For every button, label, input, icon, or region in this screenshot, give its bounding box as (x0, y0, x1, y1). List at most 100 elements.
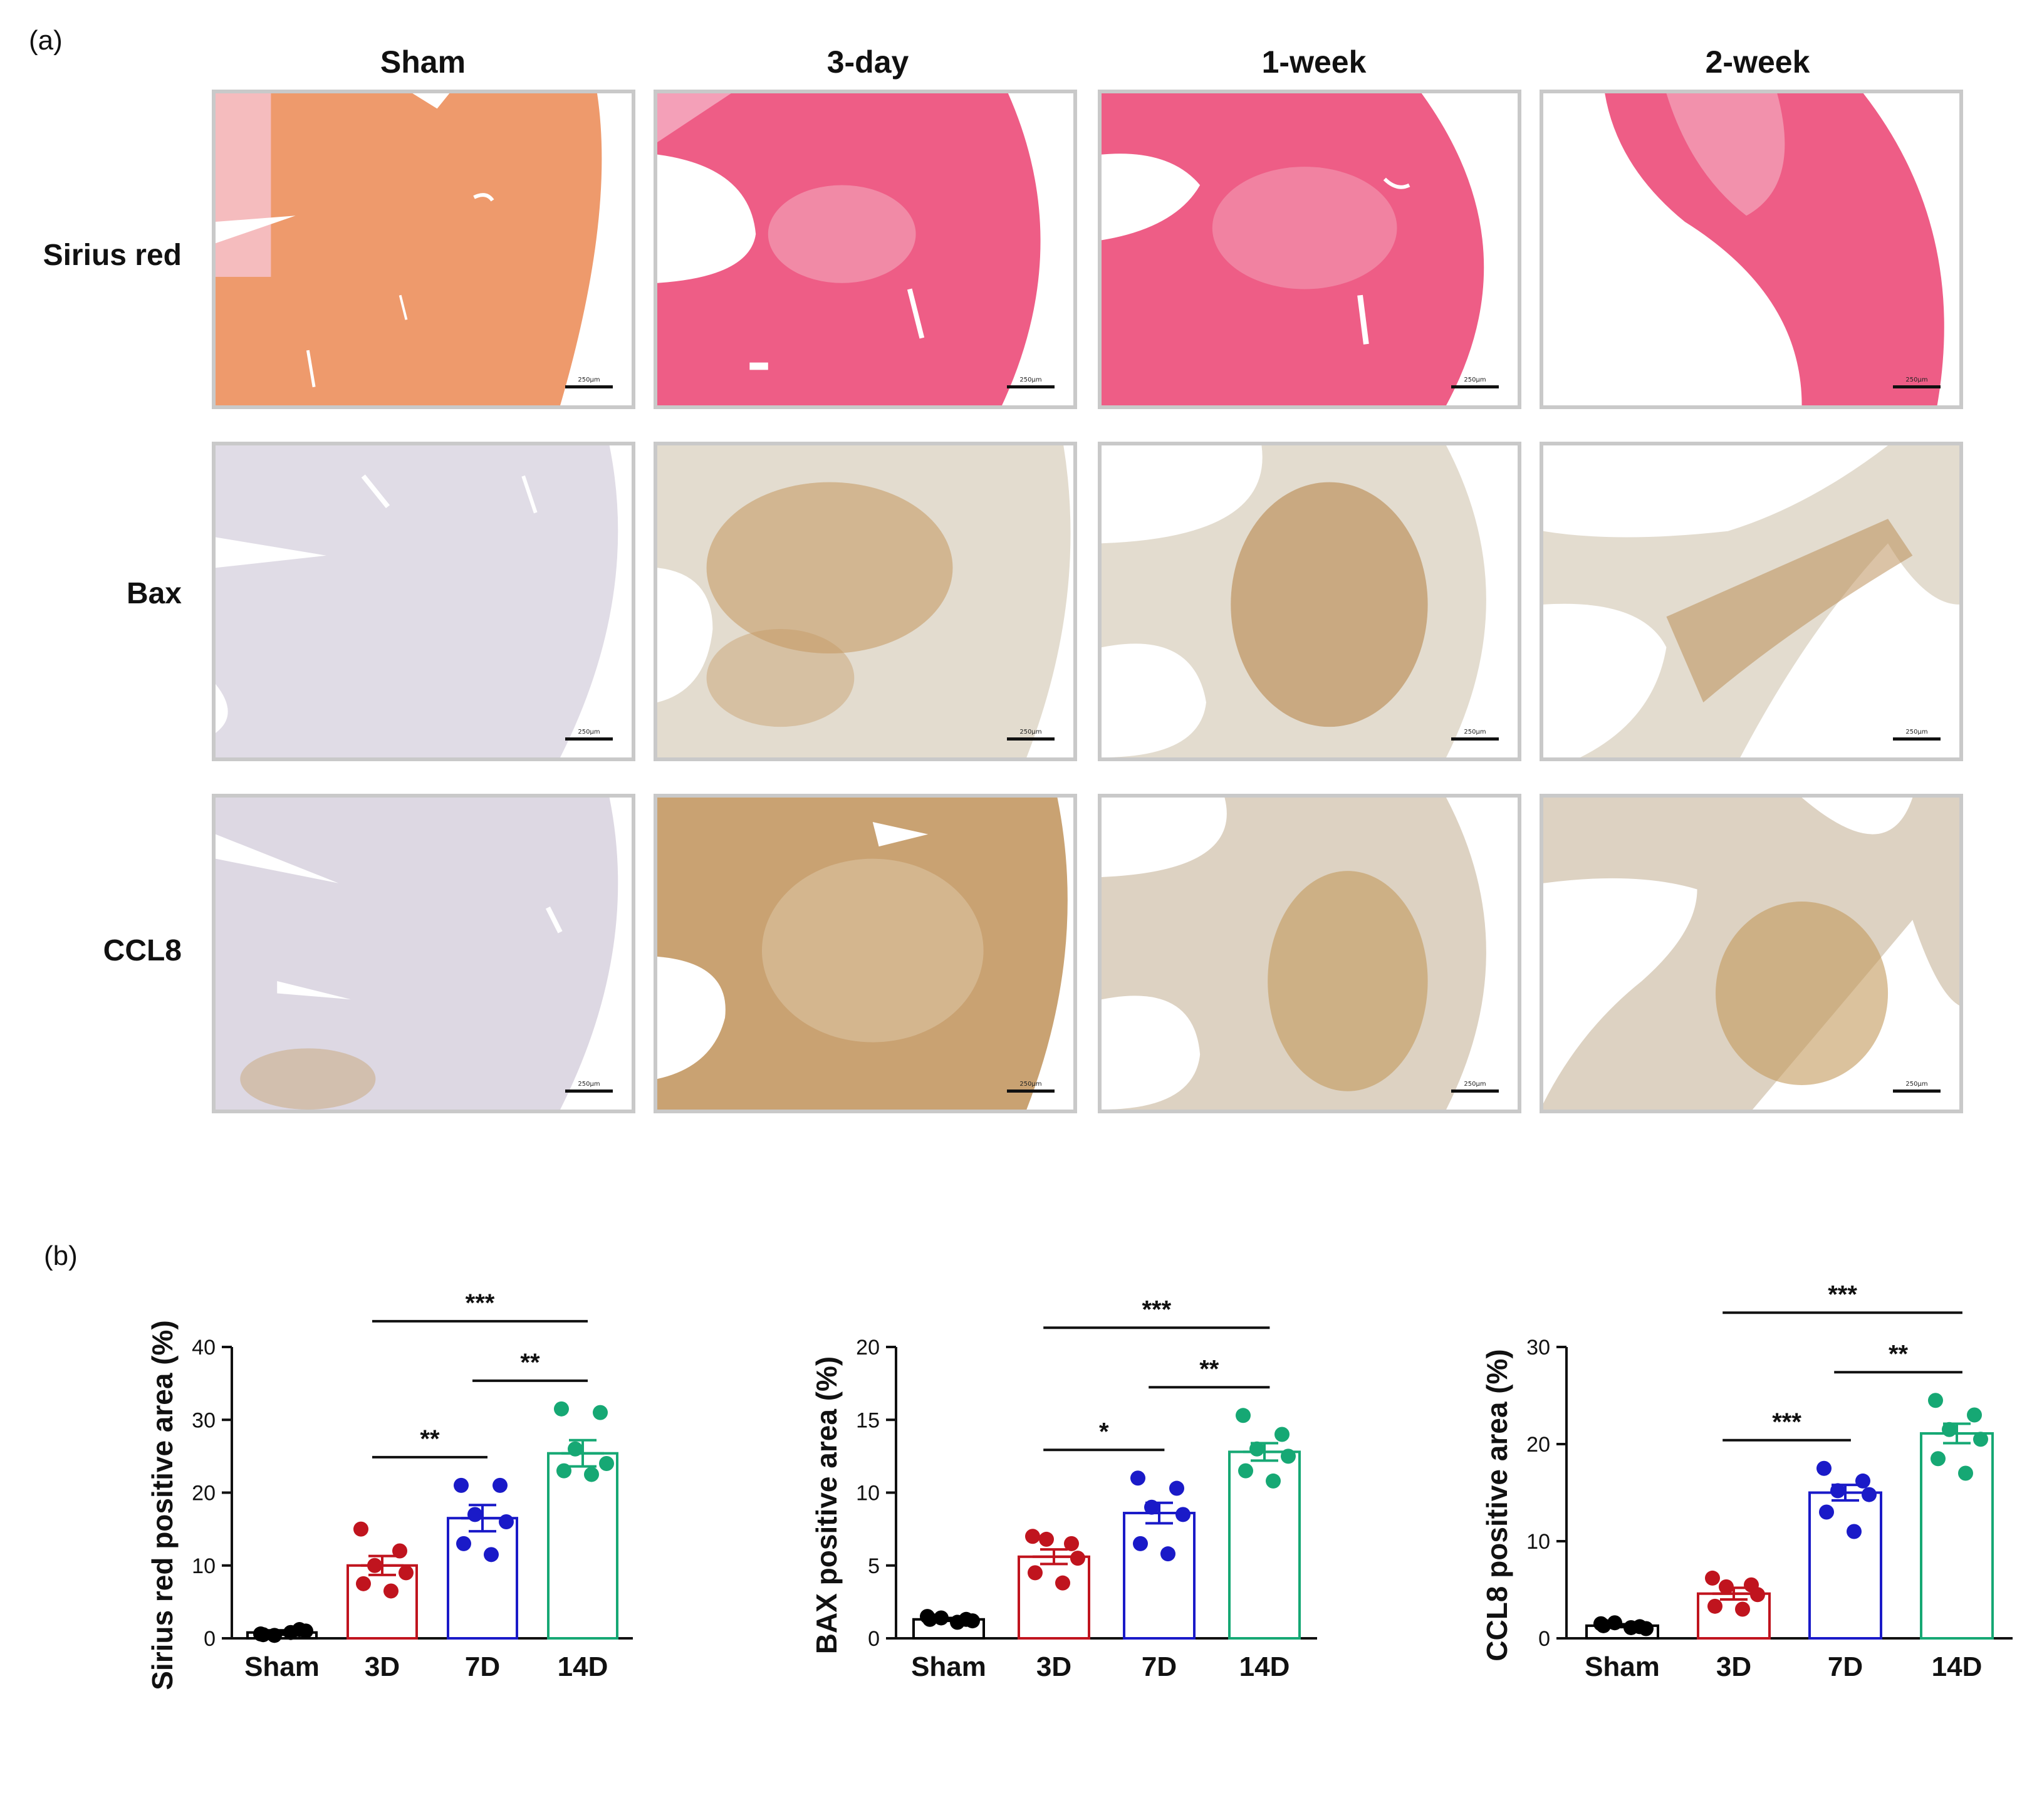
category-label: 3D (1036, 1651, 1071, 1682)
data-point (1847, 1524, 1862, 1539)
micrograph-ccl8-1-week: 250μm (1098, 794, 1521, 1113)
micrograph-sirius-red-3-day: 250μm (654, 90, 1077, 409)
y-tick-label: 20 (856, 1336, 880, 1360)
data-point (1070, 1551, 1085, 1566)
data-point (1607, 1615, 1622, 1631)
data-point (1238, 1463, 1253, 1479)
data-point (1281, 1448, 1296, 1464)
micrograph-ccl8-2-week: 250μm (1540, 794, 1963, 1113)
significance-label: ** (520, 1349, 540, 1376)
scale-bar: 250μm (565, 729, 613, 744)
scale-bar: 250μm (1893, 377, 1941, 392)
data-point (556, 1463, 571, 1479)
micrograph-ccl8-sham: 250μm (212, 794, 635, 1113)
column-header-3-day: 3-day (826, 44, 909, 80)
category-label: 7D (1142, 1651, 1177, 1682)
significance-label: *** (1828, 1281, 1857, 1308)
row-header-sirius-red: Sirius red (43, 239, 182, 272)
micrograph-bax-1-week: 250μm (1098, 442, 1521, 761)
data-point (353, 1521, 368, 1537)
micrograph-bax-3-day: 250μm (654, 442, 1077, 761)
significance-label: ** (1889, 1340, 1909, 1368)
data-point (1133, 1536, 1148, 1551)
data-point (1274, 1427, 1290, 1442)
scale-bar: 250μm (1451, 1081, 1499, 1096)
data-point (1596, 1618, 1611, 1633)
data-point (1819, 1504, 1834, 1520)
row-header-ccl8: CCL8 (103, 934, 182, 967)
scale-bar: 250μm (1893, 729, 1941, 744)
panel-a-label: (a) (29, 25, 63, 56)
y-tick-label: 10 (192, 1554, 216, 1578)
data-point (950, 1615, 965, 1630)
category-label: 14D (1239, 1651, 1290, 1682)
micrograph-sirius-red-sham: 250μm (212, 90, 635, 409)
bar-7d (447, 1517, 518, 1640)
data-point (1958, 1465, 1973, 1481)
data-point (965, 1613, 980, 1629)
scale-bar: 250μm (1451, 729, 1499, 744)
data-point (1816, 1460, 1832, 1476)
data-point (1130, 1470, 1145, 1486)
bar-14d (547, 1452, 618, 1640)
scale-bar: 250μm (565, 1081, 613, 1096)
data-point (1750, 1587, 1765, 1603)
micrograph-ccl8-3-day: 250μm (654, 794, 1077, 1113)
y-tick-label: 15 (856, 1408, 880, 1432)
data-point (298, 1623, 313, 1639)
column-header-2-week: 2-week (1705, 44, 1810, 80)
data-point (392, 1543, 407, 1559)
data-point (499, 1514, 514, 1529)
category-label: 3D (365, 1651, 400, 1682)
micrograph-bax-2-week: 250μm (1540, 442, 1963, 761)
data-point (1719, 1579, 1734, 1594)
data-point (467, 1507, 482, 1522)
category-label: Sham (244, 1651, 320, 1682)
data-point (356, 1576, 371, 1591)
y-tick-label: 10 (1526, 1530, 1550, 1554)
y-axis-title: CCL8 positive area (%) (1481, 1349, 1513, 1661)
significance-label: * (1099, 1418, 1109, 1445)
data-point (1705, 1570, 1720, 1586)
data-point (554, 1401, 569, 1417)
y-tick-label: 10 (856, 1482, 880, 1505)
data-point (283, 1625, 298, 1640)
chart-bax: 0 5 10 15 20 BAX positive area (%) Sham 3D 7D 14D… (783, 1284, 1347, 1804)
data-point (1039, 1531, 1054, 1547)
data-point (1064, 1536, 1079, 1551)
scale-bar: 250μm (1007, 1081, 1055, 1096)
bar-7d (1123, 1512, 1196, 1640)
scale-bar: 250μm (1007, 729, 1055, 744)
y-tick-label: 30 (192, 1408, 216, 1432)
y-axis-title: BAX positive area (%) (810, 1356, 843, 1654)
data-point (1236, 1408, 1251, 1423)
y-tick-label: 0 (868, 1627, 880, 1651)
scale-bar: 250μm (1893, 1081, 1941, 1096)
data-point (492, 1477, 508, 1493)
data-point (1025, 1529, 1040, 1544)
data-point (456, 1536, 471, 1551)
data-point (1855, 1473, 1870, 1489)
chart-sirius-red: 0 10 20 30 40 Sirius red positive area (%) Sha… (125, 1284, 689, 1804)
data-point (1175, 1507, 1191, 1522)
significance-label: *** (1772, 1408, 1801, 1436)
y-axis-title: Sirius red positive area (%) (146, 1320, 179, 1690)
data-point (1169, 1480, 1184, 1496)
y-tick-label: 30 (1526, 1336, 1550, 1360)
data-point (256, 1627, 271, 1643)
data-point (1942, 1422, 1957, 1437)
category-label: 3D (1716, 1651, 1751, 1682)
category-label: 7D (465, 1651, 500, 1682)
data-point (1055, 1575, 1070, 1591)
data-point (484, 1547, 499, 1563)
data-point (1144, 1499, 1159, 1515)
data-point (584, 1467, 599, 1482)
column-header-sham: Sham (380, 44, 466, 80)
chart-ccl8: 0 10 20 30 CCL8 positive area (%) Sham 3D 7D 14D… (1460, 1281, 2018, 1804)
bar-14d (1228, 1450, 1301, 1640)
category-label: 14D (1932, 1651, 1983, 1682)
data-point (599, 1456, 614, 1471)
data-point (568, 1441, 583, 1457)
data-point (922, 1611, 937, 1627)
data-point (1973, 1432, 1988, 1447)
